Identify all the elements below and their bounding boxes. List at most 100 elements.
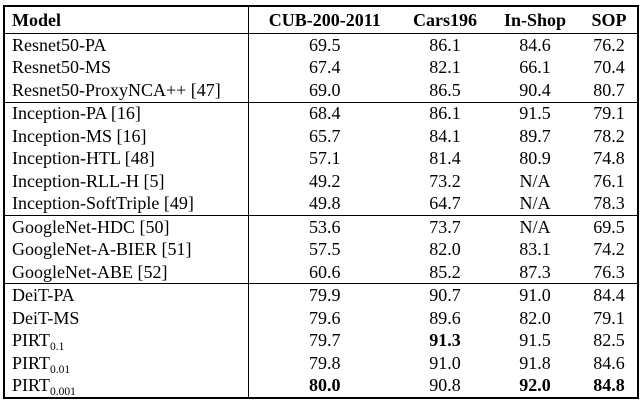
model-name: GoogleNet-HDC [50]: [12, 216, 170, 237]
value-cell: N/A: [519, 216, 551, 237]
value-cell: 84.1: [429, 125, 461, 146]
model-cell: Resnet50-ProxyNCA++ [47]: [4, 78, 249, 102]
value-cell: N/A: [519, 170, 551, 191]
value-cell: 78.2: [593, 125, 625, 146]
value-cell: 82.5: [593, 330, 625, 351]
table-row: DeiT-MS 79.6 89.6 82.0 79.1: [4, 306, 638, 330]
model-cell: Inception-SoftTriple [49]: [4, 192, 249, 216]
benchmark-results-table: Model CUB-200-2011 Cars196 In-Shop SOP Resne…: [3, 5, 639, 399]
value-cell: 89.6: [429, 307, 461, 328]
model-cell: PIRT0.1: [4, 329, 249, 352]
value-cell: 86.5: [429, 79, 461, 100]
value-cell: 49.2: [309, 170, 341, 191]
value-cell: 86.1: [429, 103, 461, 124]
table-row: DeiT-PA 79.9 90.7 91.0 84.4: [4, 283, 638, 307]
model-cell: PIRT0.01: [4, 351, 249, 375]
column-header-cub-200-2011: CUB-200-2011: [248, 6, 401, 34]
column-header-in-shop: In-Shop: [489, 6, 581, 34]
value-cell: 53.6: [309, 216, 341, 237]
value-cell: 73.2: [429, 170, 461, 191]
model-cell: GoogleNet-HDC [50]: [4, 215, 249, 239]
value-cell: 76.3: [593, 261, 625, 282]
model-group-googlenet: GoogleNet-HDC [50] 53.6 73.7 N/A 69.5 GoogleN…: [4, 215, 638, 284]
model-name: Inception-SoftTriple [49]: [12, 193, 194, 214]
table-row: PIRT0.01 79.8 91.0 91.8 84.6: [4, 351, 638, 375]
value-cell: 64.7: [429, 193, 461, 214]
value-cell: 87.3: [519, 261, 551, 282]
value-cell: N/A: [519, 193, 551, 214]
model-cell: GoogleNet-ABE [52]: [4, 260, 249, 284]
value-cell: 91.8: [519, 352, 551, 373]
table-row: Inception-SoftTriple [49] 49.8 64.7 N/A 78.3: [4, 192, 638, 216]
model-cell: DeiT-PA: [4, 283, 249, 307]
value-cell: 84.6: [519, 34, 551, 55]
value-cell: 49.8: [309, 193, 341, 214]
value-cell: 57.1: [309, 148, 341, 169]
value-cell: 81.4: [429, 148, 461, 169]
value-cell: 82.1: [429, 57, 461, 78]
model-group-inception: Inception-PA [16] 68.4 86.1 91.5 79.1 Incepti…: [4, 102, 638, 216]
value-cell: 79.1: [593, 307, 625, 328]
model-subscript: 0.1: [49, 341, 65, 352]
value-cell: 76.2: [593, 34, 625, 55]
table-row: Inception-PA [16] 68.4 86.1 91.5 79.1: [4, 102, 638, 125]
table-row: GoogleNet-HDC [50] 53.6 73.7 N/A 69.5: [4, 215, 638, 239]
model-name: Resnet50-PA: [12, 34, 107, 55]
value-cell: 91.5: [519, 103, 551, 124]
value-cell: 60.6: [309, 261, 341, 282]
table-row: GoogleNet-ABE [52] 60.6 85.2 87.3 76.3: [4, 260, 638, 284]
model-group-resnet50: Resnet50-PA 69.5 86.1 84.6 76.2 Resnet50-MS 67…: [4, 33, 638, 102]
model-name: Inception-RLL-H [5]: [12, 170, 165, 191]
model-cell: Inception-HTL [48]: [4, 147, 249, 170]
table-row: Resnet50-PA 69.5 86.1 84.6 76.2: [4, 33, 638, 57]
value-cell: 80.9: [519, 148, 551, 169]
value-cell: 84.6: [593, 352, 625, 373]
value-cell: 83.1: [519, 239, 551, 260]
value-cell: 89.7: [519, 125, 551, 146]
value-cell: 91.0: [519, 285, 551, 306]
value-cell: 69.0: [309, 79, 341, 100]
table-row: Inception-MS [16] 65.7 84.1 89.7 78.2: [4, 125, 638, 148]
value-cell: 69.5: [309, 34, 341, 55]
table-row: Inception-HTL [48] 57.1 81.4 80.9 74.8: [4, 147, 638, 170]
column-header-cars196: Cars196: [401, 6, 489, 34]
value-cell: 68.4: [309, 103, 341, 124]
model-name: PIRT: [12, 330, 50, 351]
header-row: Model CUB-200-2011 Cars196 In-Shop SOP: [4, 6, 638, 34]
model-group-deit-pirt: DeiT-PA 79.9 90.7 91.0 84.4 DeiT-MS 79.6 89.6 82…: [4, 283, 638, 398]
value-cell: 90.4: [519, 79, 551, 100]
value-cell: 90.7: [429, 285, 461, 306]
model-cell: Inception-MS [16]: [4, 125, 249, 148]
model-name: GoogleNet-ABE [52]: [12, 261, 168, 282]
value-cell: 82.0: [519, 307, 551, 328]
table-row: PIRT0.001 80.0 90.8 92.0 84.8: [4, 374, 638, 398]
model-name: DeiT-MS: [12, 307, 80, 328]
value-cell: 79.6: [309, 307, 341, 328]
value-cell: 85.2: [429, 261, 461, 282]
value-cell: 79.7: [309, 330, 341, 351]
model-cell: PIRT0.001: [4, 374, 249, 398]
value-cell: 76.1: [593, 170, 625, 191]
model-subscript: 0.01: [49, 363, 71, 375]
model-name: DeiT-PA: [12, 285, 75, 306]
value-cell: 91.3: [429, 330, 461, 351]
value-cell: 86.1: [429, 34, 461, 55]
value-cell: 65.7: [309, 125, 341, 146]
column-header-model: Model: [4, 6, 249, 34]
table-row: Resnet50-ProxyNCA++ [47] 69.0 86.5 90.4 80.7: [4, 78, 638, 102]
value-cell: 57.5: [309, 239, 341, 260]
value-cell: 84.4: [593, 285, 625, 306]
value-cell: 78.3: [593, 193, 625, 214]
value-cell: 66.1: [519, 57, 551, 78]
model-cell: Resnet50-MS: [4, 56, 249, 79]
value-cell: 80.7: [593, 79, 625, 100]
model-name: Inception-HTL [48]: [12, 148, 155, 169]
model-subscript: 0.001: [49, 386, 76, 398]
table-row: PIRT0.1 79.7 91.3 91.5 82.5: [4, 329, 638, 352]
value-cell: 91.0: [429, 352, 461, 373]
model-cell: Inception-RLL-H [5]: [4, 169, 249, 193]
table-row: Inception-RLL-H [5] 49.2 73.2 N/A 76.1: [4, 169, 638, 193]
value-cell: 90.8: [429, 375, 461, 396]
model-name: PIRT: [12, 352, 50, 373]
